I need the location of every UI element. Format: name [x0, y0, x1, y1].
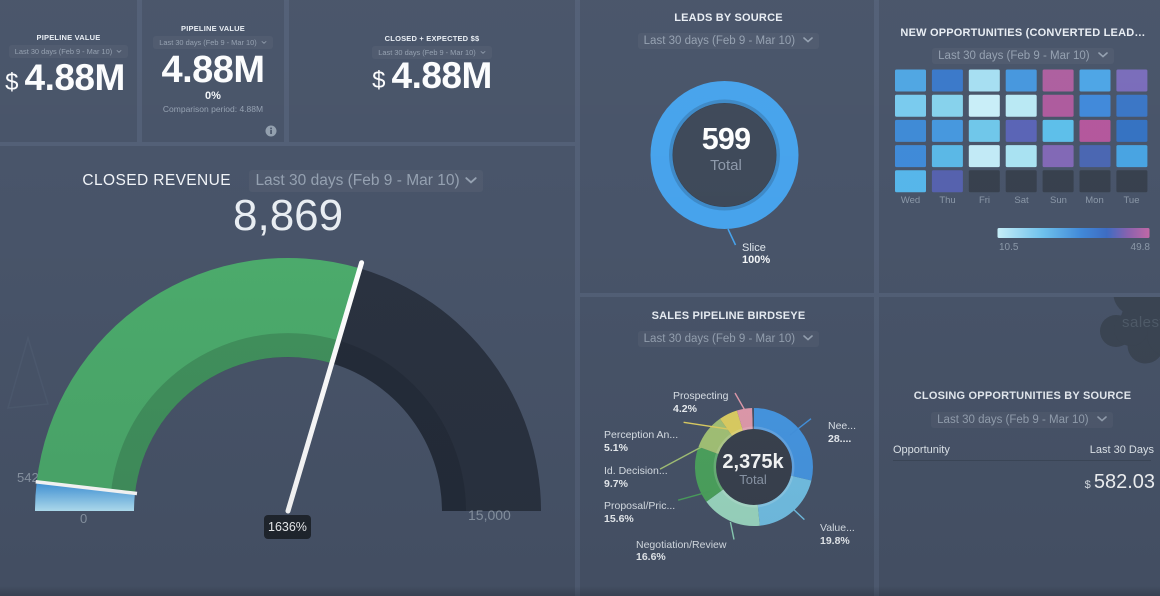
svg-text:salesf: salesf — [1122, 314, 1160, 331]
